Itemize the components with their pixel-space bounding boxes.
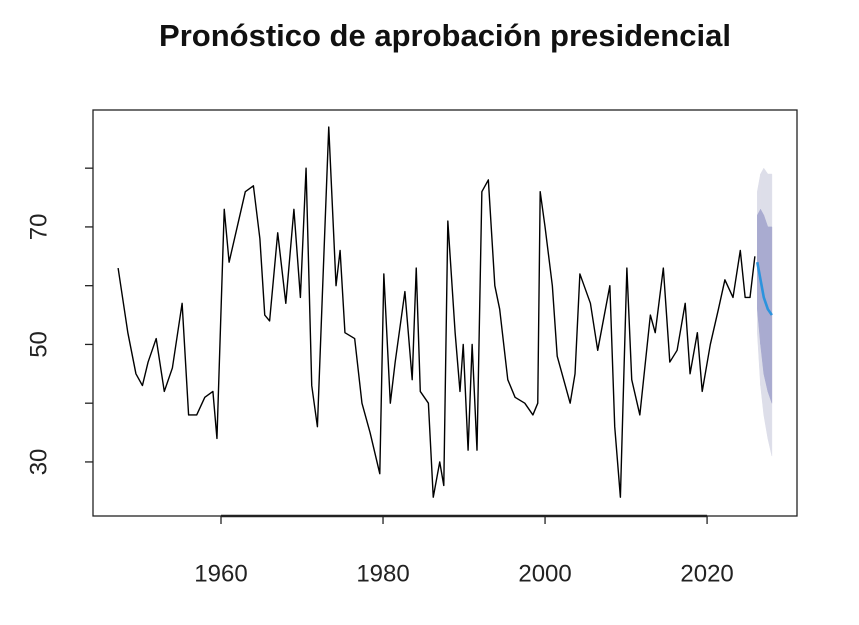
forecast-line: [756, 261, 773, 316]
plot-frame: [92, 109, 798, 517]
x-tick-label: 2020: [680, 560, 733, 587]
series-line: [117, 126, 756, 498]
interval-80: [767, 226, 773, 404]
y-tick-label: 70: [25, 214, 52, 241]
y-tick-label: 50: [25, 331, 52, 358]
x-tick-label: 1960: [194, 560, 247, 587]
chart-title: Pronóstico de aprobación presidencial: [159, 18, 731, 53]
x-tick-label: 2000: [518, 560, 571, 587]
x-tick-label: 1980: [356, 560, 409, 587]
y-tick-label: 30: [25, 449, 52, 476]
